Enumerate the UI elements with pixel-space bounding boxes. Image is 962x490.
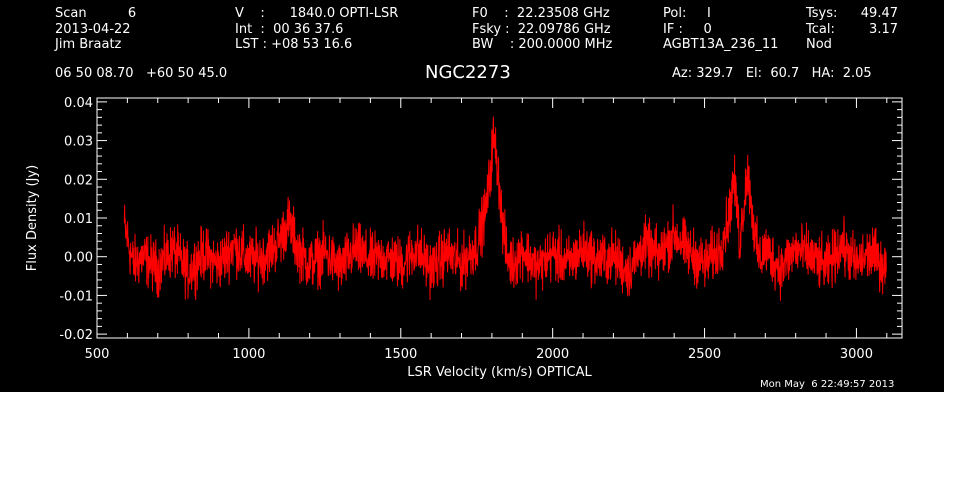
x-tick-label: 1000 — [232, 347, 265, 362]
y-tick-label: 0.00 — [64, 251, 93, 266]
x-tick-label: 1500 — [384, 347, 417, 362]
spectrum-trace — [123, 116, 888, 301]
observer-line: Jim Braatz — [55, 37, 122, 52]
x-tick-label: 2000 — [536, 347, 569, 362]
x-tick-label: 2500 — [688, 347, 721, 362]
plot-frame — [96, 97, 903, 339]
project-line: AGBT13A_236_11 — [663, 37, 779, 52]
bandwidth-line: BW : 200.0000 MHz — [472, 37, 613, 52]
date-line: 2013-04-22 — [55, 22, 131, 37]
velocity-line: V : 1840.0 OPTI-LSR — [235, 6, 399, 21]
y-tick-label: 0.03 — [64, 135, 93, 150]
tsys-value: 49.47 — [860, 6, 898, 21]
tsys-label: Tsys: — [806, 6, 838, 21]
plot-panel: Scan 6 2013-04-22 Jim Braatz V : 1840.0 … — [0, 0, 944, 392]
if-line: IF : 0 — [663, 22, 712, 37]
x-axis-label: LSR Velocity (km/s) OPTICAL — [407, 365, 592, 380]
y-tick-label: 0.02 — [64, 173, 93, 188]
spectrum-chart: 500 1000 1500 2000 2500 3000 -0.02 -0.01 0.00 0.0… — [25, 96, 903, 380]
tcal-label: Tcal: — [806, 22, 835, 37]
az-el-ha: Az: 329.7 El: 60.7 HA: 2.05 — [672, 66, 872, 81]
timestamp: Mon May 6 22:49:57 2013 — [760, 379, 895, 390]
y-tick-label: 0.04 — [64, 96, 93, 111]
scan-line: Scan 6 — [55, 6, 137, 21]
y-tick-label: -0.01 — [59, 289, 93, 304]
polarization-line: Pol: I — [663, 6, 711, 21]
y-tick-label: 0.01 — [64, 212, 93, 227]
lst-line: LST : +08 53 16.6 — [235, 37, 353, 52]
tcal-value: 3.17 — [869, 22, 898, 37]
x-tick-label: 3000 — [840, 347, 873, 362]
y-tick-label: -0.02 — [59, 328, 93, 343]
y-axis-label: Flux Density (Jy) — [25, 165, 40, 271]
sky-frequency-line: Fsky : 22.09786 GHz — [472, 22, 611, 37]
source-coordinates: 06 50 08.70 +60 50 45.0 — [55, 66, 228, 81]
rest-frequency-line: F0 : 22.23508 GHz — [472, 6, 610, 21]
integration-line: Int : 00 36 37.6 — [235, 22, 344, 37]
chart-title: NGC2273 — [425, 62, 511, 83]
mode-line: Nod — [806, 37, 832, 52]
x-tick-label: 500 — [85, 347, 110, 362]
